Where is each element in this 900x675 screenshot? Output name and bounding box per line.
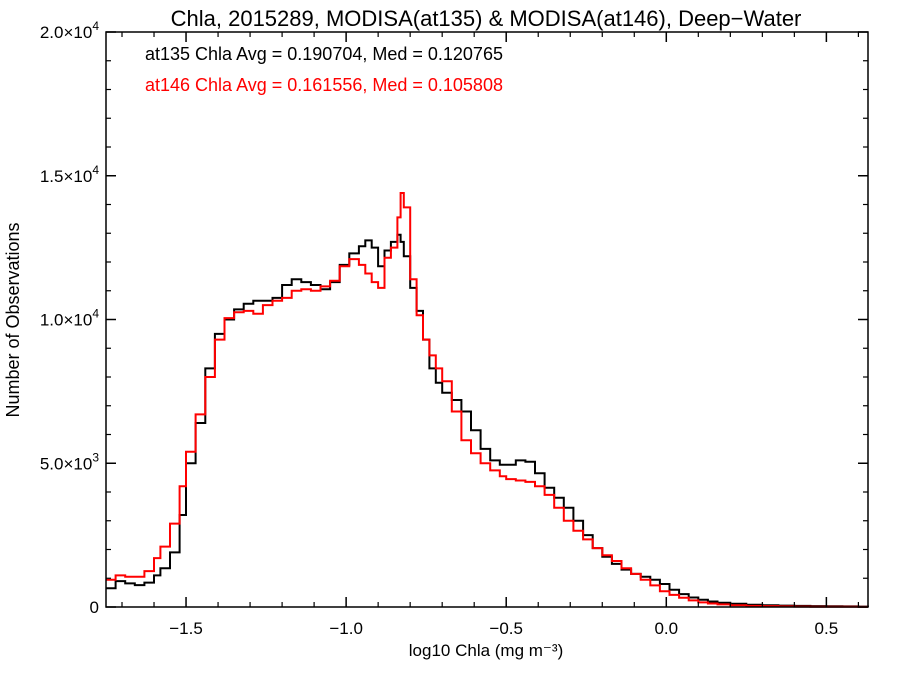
y-axis-label: Number of Observations [3,222,23,417]
y-tick-label: 1.5×104 [40,163,99,186]
x-tick-label: −1.5 [169,619,203,638]
series-group [106,192,869,608]
x-tick-label: −1.0 [329,619,363,638]
series-line-1 [106,192,868,608]
x-tick-label: −0.5 [489,619,523,638]
legend-entry-at146: at146 Chla Avg = 0.161556, Med = 0.10580… [145,75,503,95]
y-axis-ticks: 0 5.0×103 1.0×104 1.5×104 2.0×104 [40,19,868,617]
x-axis-label-main: log10 Chla (mg m⁻³) [409,641,563,660]
y-tick-label: 5.0×103 [40,450,99,473]
x-axis-label: log10 Chla (mg m⁻³) [409,641,563,660]
x-tick-label: 0.5 [815,619,839,638]
legend-entry-at135: at135 Chla Avg = 0.190704, Med = 0.12076… [145,44,503,64]
chart-title: Chla, 2015289, MODISA(at135) & MODISA(at… [171,6,802,31]
y-tick-label: 2.0×104 [40,19,99,42]
y-tick-label: 0 [90,598,99,617]
x-axis-ticks: −1.5 −1.0 −0.5 0.0 0.5 [121,32,859,638]
x-tick-label: 0.0 [654,619,678,638]
y-tick-label: 1.0×104 [40,307,99,330]
series-line-0 [106,233,869,608]
